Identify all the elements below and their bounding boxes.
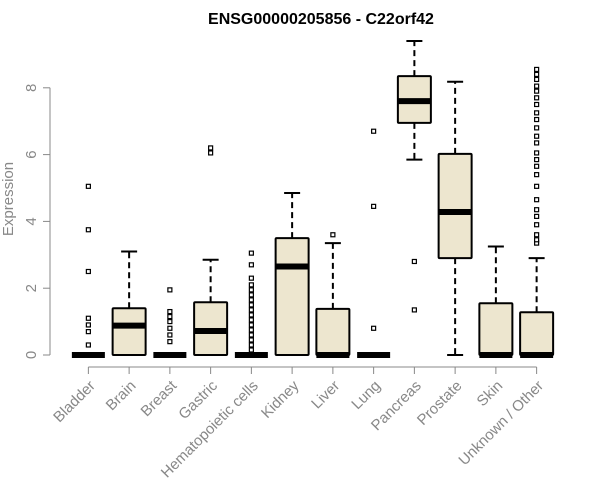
outlier-point: [534, 172, 540, 178]
box-rect: [437, 152, 473, 260]
box-rect: [478, 302, 514, 357]
box-kidney: [274, 192, 310, 357]
y-tick-label: 2: [23, 284, 40, 292]
outlier-point: [534, 157, 540, 163]
outlier-point: [248, 317, 254, 323]
outlier-point: [534, 140, 540, 146]
chart-title: ENSG00000205856 - C22orf42: [208, 11, 434, 28]
x-tick-label: Liver: [308, 377, 343, 412]
box-rect: [111, 307, 147, 356]
outlier-point: [371, 325, 377, 331]
outlier-point: [534, 88, 540, 94]
outlier-point: [167, 308, 173, 315]
outlier-point: [534, 95, 540, 101]
outlier-point: [167, 287, 173, 293]
outlier-point: [85, 329, 91, 335]
outlier-point: [534, 213, 540, 219]
outlier-point: [248, 250, 254, 256]
outlier-point: [534, 163, 540, 169]
outlier-point: [534, 101, 540, 108]
x-tick-label: Bladder: [50, 377, 99, 426]
box-rect: [519, 311, 555, 356]
outlier-point: [85, 268, 91, 275]
outlier-point: [167, 339, 173, 345]
box-unknown-other: [519, 66, 555, 358]
box-bladder: [71, 183, 105, 358]
y-tick-label: 0: [23, 351, 40, 359]
y-tick-label: 4: [23, 217, 40, 225]
x-tick-label: Breast: [138, 377, 181, 420]
outlier-point: [534, 197, 540, 203]
outlier-point: [534, 207, 540, 213]
outlier-point: [534, 110, 540, 116]
x-tick-label: Skin: [474, 377, 507, 410]
outlier-point: [208, 150, 214, 156]
outlier-point: [534, 71, 540, 78]
box-gastric: [193, 145, 229, 356]
outlier-point: [371, 203, 377, 209]
outlier-point: [85, 322, 91, 328]
outlier-point: [248, 347, 254, 353]
y-tick-label: 6: [23, 150, 40, 158]
outlier-point: [167, 332, 173, 338]
outlier-point: [534, 237, 540, 243]
outlier-point: [248, 262, 254, 268]
outlier-point: [85, 183, 91, 189]
outlier-point: [248, 302, 254, 308]
outlier-point: [534, 116, 540, 123]
outlier-point: [411, 258, 417, 265]
x-tick-label: Brain: [103, 377, 140, 414]
outlier-point: [534, 66, 540, 73]
box-liver: [315, 232, 351, 358]
outlier-point: [534, 76, 540, 83]
box-lung: [357, 128, 391, 358]
outlier-point: [248, 322, 254, 328]
y-tick-label: 8: [23, 84, 40, 92]
boxes-group: [71, 40, 555, 358]
x-tick-label: Kidney: [258, 377, 303, 422]
outlier-point: [534, 183, 540, 189]
outlier-point: [411, 307, 417, 313]
y-axis: 0 2 4 6 8: [23, 84, 51, 359]
x-tick-label: Lung: [348, 377, 384, 413]
outlier-point: [534, 125, 540, 131]
outlier-point: [85, 342, 91, 348]
outlier-point: [248, 327, 254, 333]
outlier-point: [248, 307, 254, 313]
y-axis-label: Expression: [0, 162, 17, 236]
outlier-point: [248, 275, 254, 281]
outlier-point: [167, 313, 173, 320]
outlier-point: [371, 128, 377, 134]
box-breast: [153, 287, 187, 358]
outlier-point: [330, 232, 336, 238]
outlier-point: [208, 145, 214, 151]
outlier-point: [167, 319, 173, 325]
box-rect: [315, 307, 351, 356]
box-rect: [274, 237, 310, 357]
box-prostate: [437, 80, 473, 356]
box-pancreas: [396, 40, 432, 313]
x-tick-label: Prostate: [414, 377, 466, 429]
outlier-point: [534, 150, 540, 156]
outlier-point: [534, 222, 540, 228]
box-skin: [478, 245, 514, 358]
outlier-point: [248, 282, 254, 288]
outlier-point: [248, 312, 254, 318]
box-hematopoietic-cells: [234, 250, 268, 358]
outlier-point: [167, 325, 173, 331]
outlier-point: [534, 133, 540, 139]
outlier-point: [248, 337, 254, 343]
outlier-point: [248, 297, 254, 303]
outlier-point: [248, 342, 254, 348]
outlier-point: [85, 315, 91, 321]
outlier-point: [248, 287, 254, 293]
outlier-point: [534, 83, 540, 89]
outlier-point: [248, 292, 254, 298]
box-brain: [111, 250, 147, 356]
outlier-point: [248, 332, 254, 338]
outlier-point: [534, 232, 540, 238]
outlier-point: [85, 227, 91, 233]
